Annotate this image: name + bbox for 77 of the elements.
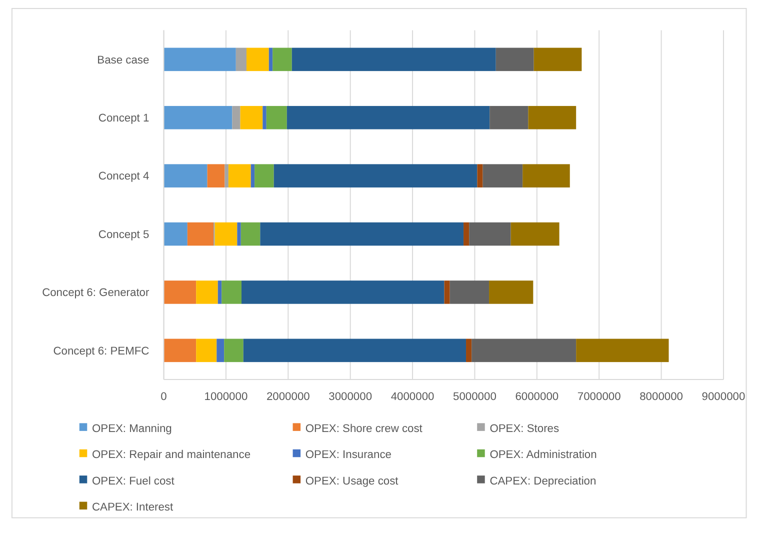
legend-label: OPEX: Manning <box>92 422 172 435</box>
bar <box>164 222 188 246</box>
bar <box>164 280 196 304</box>
x-tick-label: 0 <box>160 390 167 403</box>
bar <box>240 106 263 130</box>
bar <box>469 222 511 246</box>
bar <box>292 48 496 72</box>
x-tick-label: 5000000 <box>453 390 496 403</box>
bar <box>286 106 490 130</box>
y-tick-label: Concept 1 <box>98 112 150 124</box>
bar <box>236 48 246 72</box>
bar <box>260 222 464 246</box>
x-tick-label: 1000000 <box>204 390 248 403</box>
bar <box>214 222 238 246</box>
x-tick-label: 4000000 <box>390 390 434 403</box>
bar <box>490 106 528 130</box>
bar <box>207 164 225 188</box>
bar <box>464 222 470 246</box>
legend-label: OPEX: Shore crew cost <box>305 422 424 435</box>
bar <box>216 338 224 362</box>
bar <box>218 280 222 304</box>
bar <box>274 164 478 188</box>
y-tick-label: Concept 5 <box>98 228 150 241</box>
x-tick-label: 8000000 <box>640 390 683 403</box>
bar <box>477 164 483 188</box>
legend-label: OPEX: Stores <box>490 422 560 435</box>
bar <box>164 48 236 72</box>
bar <box>246 48 269 72</box>
y-tick-label: Concept 6: PEMFC <box>53 345 150 358</box>
legend-label: OPEX: Administration <box>490 449 597 462</box>
x-tick-label: 2000000 <box>266 390 310 403</box>
bar <box>528 106 576 130</box>
bar <box>254 164 274 188</box>
bar <box>534 48 582 72</box>
bar <box>466 338 472 362</box>
x-tick-label: 6000000 <box>515 390 559 403</box>
bar <box>496 48 534 72</box>
bar <box>272 48 292 72</box>
bar <box>510 222 560 246</box>
bar <box>450 280 490 304</box>
y-tick-label: Concept 6: Generator <box>42 287 150 300</box>
legend-label: OPEX: Insurance <box>305 449 392 462</box>
bar <box>232 106 240 130</box>
bar <box>224 338 244 362</box>
legend-label: OPEX: Usage cost <box>305 475 400 488</box>
x-tick-label: 3000000 <box>328 390 372 403</box>
bar <box>164 106 232 130</box>
bar <box>489 280 534 304</box>
bar <box>243 338 466 362</box>
bar <box>576 338 669 362</box>
legend-label: CAPEX: Interest <box>92 501 174 514</box>
bar <box>196 338 217 362</box>
bar <box>237 222 241 246</box>
x-tick-label: 9000000 <box>702 390 746 403</box>
bar <box>187 222 214 246</box>
bar <box>262 106 266 130</box>
bar <box>196 280 218 304</box>
bar <box>224 164 228 188</box>
bar <box>240 222 260 246</box>
x-tick-label: 7000000 <box>577 390 621 403</box>
legend-label: OPEX: Repair and maintenance <box>92 449 251 462</box>
legend-label: CAPEX: Depreciation <box>490 475 596 488</box>
bar <box>164 338 196 362</box>
y-tick-label: Base case <box>97 54 150 66</box>
bar <box>164 164 208 188</box>
bar <box>250 164 255 188</box>
bar <box>228 164 251 188</box>
bar <box>444 280 450 304</box>
bar <box>268 48 273 72</box>
bar <box>222 280 242 304</box>
y-tick-label: Concept 4 <box>98 170 150 183</box>
legend-label: OPEX: Fuel cost <box>92 475 176 488</box>
bar <box>266 106 287 130</box>
bar <box>472 338 576 362</box>
bar <box>242 280 444 304</box>
bar <box>482 164 523 188</box>
bar <box>522 164 570 188</box>
